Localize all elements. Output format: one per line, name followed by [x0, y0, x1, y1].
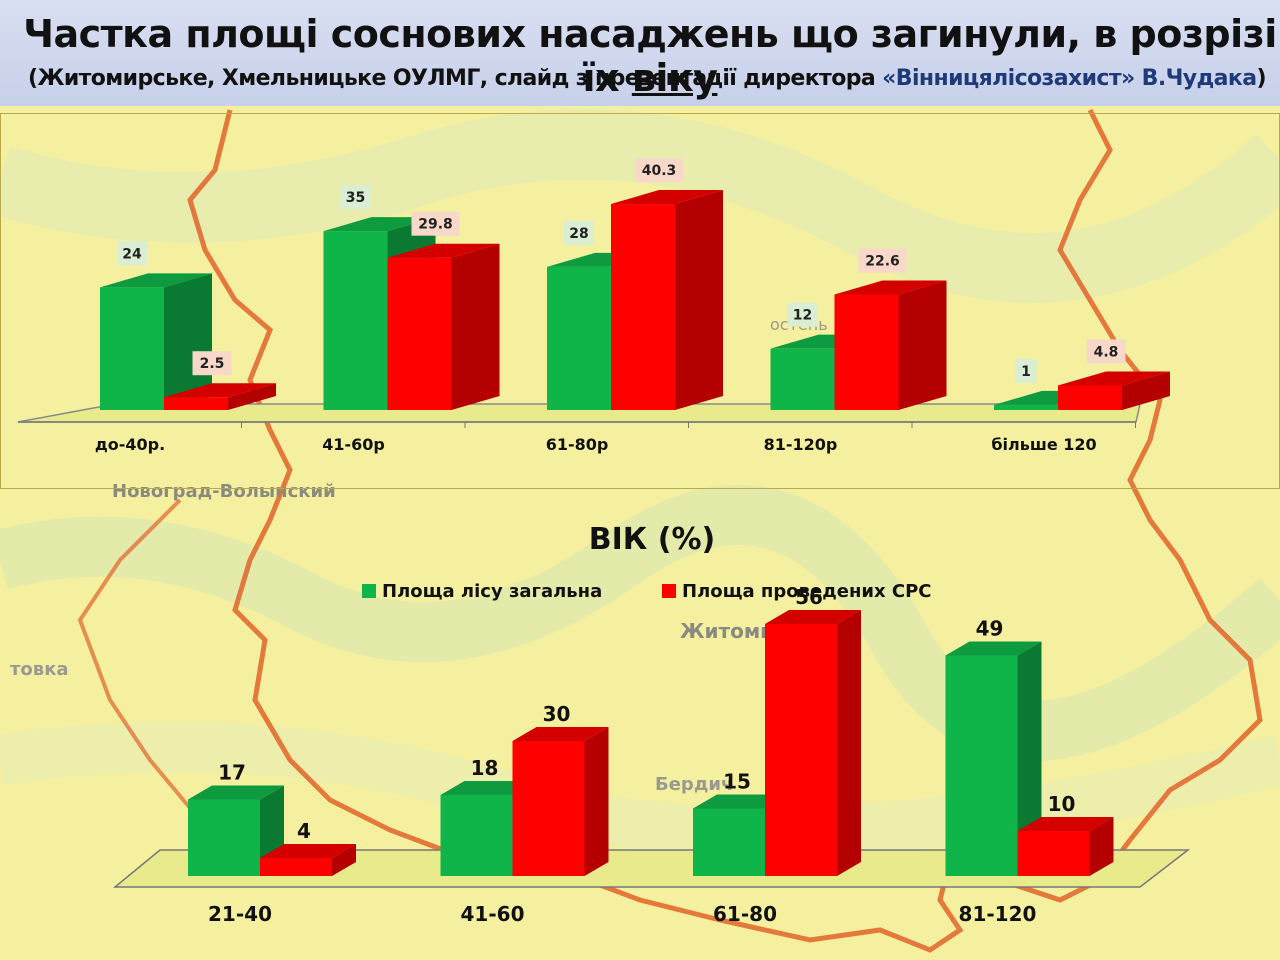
map-city-label: товка: [10, 659, 69, 680]
svg-text:4.8: 4.8: [1094, 344, 1119, 360]
bar-green: [945, 641, 1042, 876]
page-subtitle: (Житомирське, Хмельницьке ОУЛМГ, слайд з…: [0, 66, 1280, 91]
data-label: 2.5: [192, 351, 232, 376]
svg-text:12: 12: [793, 308, 812, 324]
category-label: 61-80: [713, 902, 777, 926]
bar-red: [164, 383, 276, 410]
data-label: 10: [1048, 792, 1076, 816]
category-label: 61-80р: [546, 435, 609, 454]
svg-text:40.3: 40.3: [642, 163, 677, 179]
data-label: 40.3: [635, 158, 683, 183]
bar-red: [611, 190, 723, 410]
data-label: 30: [543, 702, 571, 726]
legend-label: Площа лісу загальна: [382, 581, 602, 602]
category-label: 41-60: [461, 902, 525, 926]
bar-red: [387, 243, 500, 410]
data-label: 24: [117, 241, 147, 266]
svg-text:24: 24: [122, 246, 142, 262]
data-label: 15: [723, 770, 751, 794]
bar-red: [765, 610, 861, 876]
subtitle-close: ): [1256, 66, 1267, 91]
svg-text:35: 35: [346, 190, 365, 206]
map-city-label: Новоград-Волынский: [112, 481, 336, 502]
chart2-floor: [112, 849, 1191, 888]
bar-red: [512, 727, 609, 876]
bar-red: [1017, 817, 1114, 876]
category-label: 81-120: [959, 902, 1037, 926]
title-text: Частка площі соснових насаджень що загин…: [23, 12, 1277, 100]
category-label: 41-60р: [322, 435, 385, 454]
bar-red: [260, 844, 356, 876]
svg-text:29.8: 29.8: [418, 217, 453, 233]
data-label: 4: [297, 819, 311, 843]
legend-swatch: [362, 584, 376, 598]
bar-red: [1058, 371, 1170, 410]
subtitle-org: «Вінницялісозахист»: [882, 66, 1135, 91]
page-title: Частка площі соснових насаджень що загин…: [0, 12, 1280, 100]
data-label: 18: [471, 756, 499, 780]
category-label: 81-120р: [764, 435, 838, 454]
category-label: до-40р.: [95, 435, 165, 454]
region-border: [187, 108, 1263, 953]
category-label: 21-40: [208, 902, 272, 926]
chart-age-bottom: ВІК (%) Площа лісу загальна Площа проведен…: [112, 522, 1191, 926]
data-label: 35: [340, 185, 371, 210]
svg-text:1: 1: [1021, 364, 1031, 380]
svg-text:28: 28: [569, 226, 588, 242]
legend-label: Площа проведених СРС: [682, 581, 932, 602]
bar-green: [100, 273, 212, 410]
map-city-label: Бердич: [655, 774, 733, 795]
category-label: більше 120: [991, 435, 1096, 454]
data-label: 28: [564, 220, 594, 245]
title-underlined-word: віку: [631, 56, 718, 100]
svg-text:2.5: 2.5: [200, 356, 225, 372]
svg-text:22.6: 22.6: [865, 253, 900, 269]
bar-red: [834, 280, 947, 410]
legend-swatch: [662, 584, 676, 598]
data-label: 17: [218, 761, 246, 785]
data-label: 56: [795, 585, 823, 609]
header-band: Частка площі соснових насаджень що загин…: [0, 0, 1280, 106]
data-label: 12: [787, 302, 818, 327]
chart2-title: ВІК (%): [589, 522, 715, 557]
data-label: 22.6: [858, 248, 907, 273]
data-label: 4.8: [1086, 339, 1126, 364]
chart-age-top: 24 2.5 до-40р. 35 29.8 41-60р 28 40.3 61-80р 12 22…: [17, 158, 1170, 454]
subtitle-text: (Житомирське, Хмельницьке ОУЛМГ, слайд з…: [28, 66, 883, 91]
chart2-legend: Площа лісу загальна Площа проведених СРС: [362, 581, 932, 602]
data-label: 1: [1015, 358, 1037, 383]
data-label: 49: [976, 617, 1004, 641]
data-label: 29.8: [411, 211, 460, 236]
subtitle-name: В.Чудака: [1134, 66, 1257, 91]
